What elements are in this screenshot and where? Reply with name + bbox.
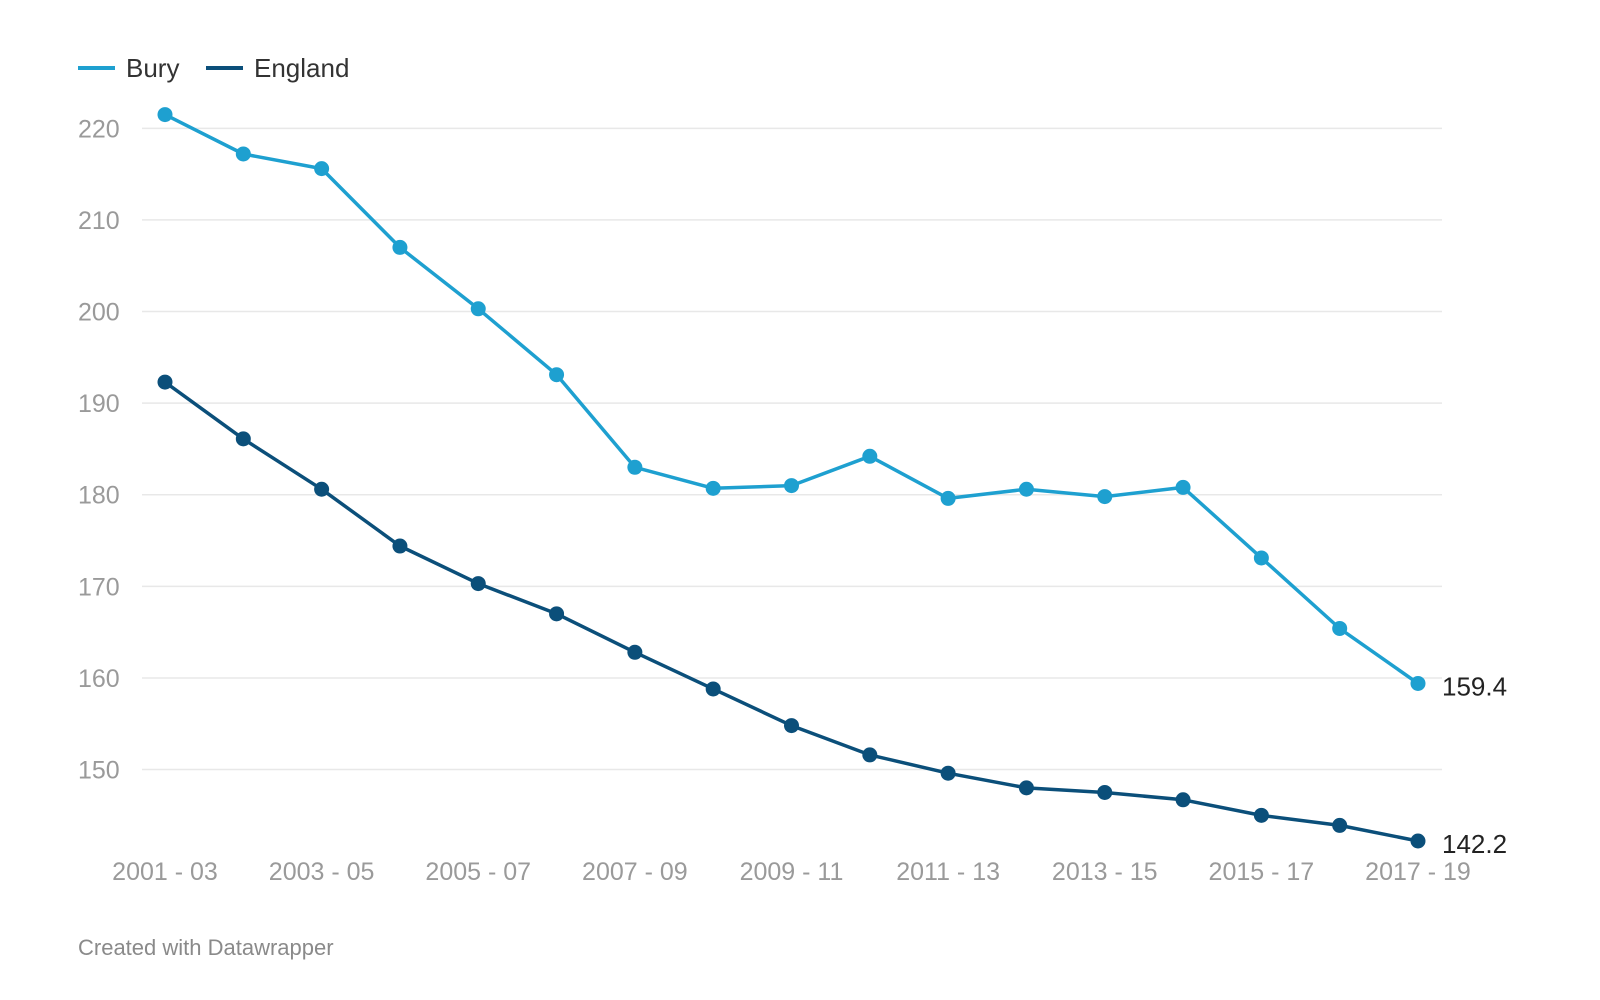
data-point — [470, 576, 486, 592]
x-tick-label: 2007 - 09 — [582, 858, 688, 886]
x-tick-label: 2017 - 19 — [1365, 858, 1471, 886]
data-point — [392, 538, 408, 554]
legend-label: Bury — [126, 53, 179, 83]
y-tick-label: 210 — [78, 207, 120, 235]
data-point — [549, 367, 565, 383]
grid-layer — [142, 127, 1442, 771]
y-tick-label: 170 — [78, 573, 120, 601]
y-axis-ticks: 150 160 170 180 190 200 210 220 — [78, 115, 120, 784]
end-value-label: 142.2 — [1442, 829, 1507, 859]
data-point — [1175, 479, 1191, 495]
data-point — [862, 747, 878, 763]
data-point — [470, 301, 486, 317]
data-point — [314, 161, 330, 177]
data-point — [705, 480, 721, 496]
data-point — [1410, 675, 1426, 691]
y-tick-label: 190 — [78, 390, 120, 418]
legend-item: Bury — [78, 53, 179, 83]
y-tick-label: 150 — [78, 757, 120, 785]
data-point — [157, 107, 173, 123]
legend-label: England — [254, 53, 349, 83]
x-tick-label: 2013 - 15 — [1052, 858, 1158, 886]
data-point — [940, 765, 956, 781]
series-england: 142.2 — [157, 374, 1507, 859]
data-point — [314, 481, 330, 497]
data-point — [235, 146, 251, 162]
data-point — [1097, 784, 1113, 800]
data-point — [549, 606, 565, 622]
series-line — [163, 112, 1420, 686]
series-layer: 159.4 142.2 — [157, 107, 1507, 859]
data-point — [1018, 481, 1034, 497]
y-tick-label: 180 — [78, 482, 120, 510]
credit-text: Created with Datawrapper — [78, 935, 334, 960]
y-tick-label: 220 — [78, 115, 120, 143]
x-tick-label: 2005 - 07 — [425, 858, 531, 886]
x-tick-label: 2009 - 11 — [740, 858, 844, 886]
y-tick-label: 160 — [78, 665, 120, 693]
data-point — [784, 718, 799, 734]
data-point — [1332, 620, 1348, 636]
data-point — [705, 681, 721, 697]
x-tick-label: 2011 - 13 — [896, 858, 1000, 886]
x-tick-label: 2001 - 03 — [112, 858, 218, 886]
legend-item: England — [206, 53, 349, 83]
data-point — [157, 374, 173, 390]
data-point — [627, 459, 643, 475]
y-tick-label: 200 — [78, 299, 120, 327]
data-point — [1018, 780, 1034, 796]
x-tick-label: 2015 - 17 — [1209, 858, 1315, 886]
data-point — [235, 431, 251, 447]
series-line — [163, 380, 1420, 843]
data-point — [784, 478, 799, 494]
data-point — [862, 448, 878, 464]
data-point — [1410, 833, 1426, 849]
data-point — [1097, 489, 1113, 505]
legend: Bury England — [78, 53, 349, 83]
data-point — [392, 239, 408, 255]
data-point — [627, 644, 643, 660]
data-point — [1253, 550, 1269, 566]
data-point — [1175, 792, 1191, 808]
x-axis-ticks: 2001 - 03 2003 - 05 2005 - 07 2007 - 09 2009… — [112, 858, 1471, 886]
data-point — [1253, 807, 1269, 823]
x-tick-label: 2003 - 05 — [269, 858, 375, 886]
data-point — [1332, 817, 1348, 833]
data-point — [940, 490, 956, 506]
series-bury: 159.4 — [157, 107, 1507, 701]
end-value-label: 159.4 — [1442, 671, 1507, 701]
